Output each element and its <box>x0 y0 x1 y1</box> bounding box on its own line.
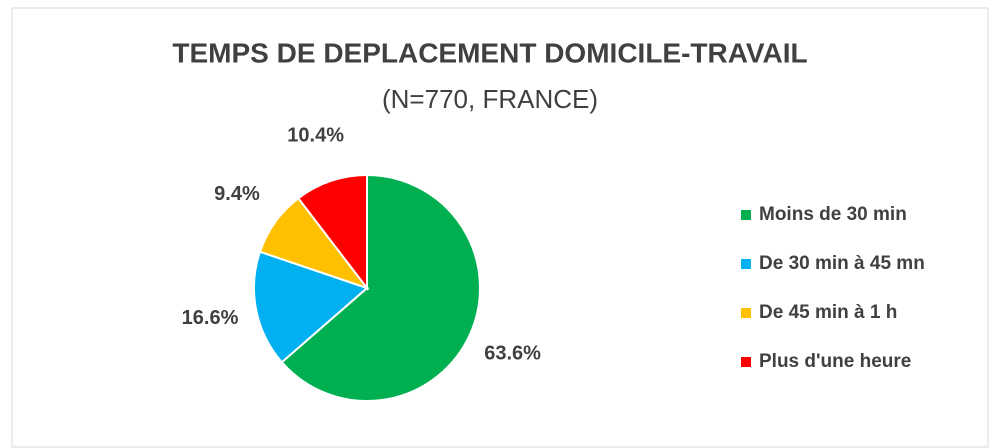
legend-swatch <box>741 210 751 220</box>
data-label: 16.6% <box>182 307 239 329</box>
legend-swatch <box>741 259 751 269</box>
legend-label: Moins de 30 min <box>759 204 907 225</box>
legend-swatch <box>741 357 751 367</box>
data-label: 9.4% <box>214 183 260 205</box>
chart-frame <box>11 7 989 448</box>
legend-label: Plus d'une heure <box>759 351 911 372</box>
chart-subtitle: (N=770, FRANCE) <box>382 84 598 114</box>
data-label: 10.4% <box>287 125 344 147</box>
pie-slice <box>280 173 481 402</box>
legend-swatch <box>741 308 751 318</box>
chart-title: TEMPS DE DEPLACEMENT DOMICILE-TRAVAIL <box>172 37 807 68</box>
data-label: 63.6% <box>484 343 541 365</box>
legend-label: De 45 min à 1 h <box>759 302 897 323</box>
pie-slice <box>296 173 368 291</box>
legend-label: De 30 min à 45 mn <box>759 253 925 274</box>
